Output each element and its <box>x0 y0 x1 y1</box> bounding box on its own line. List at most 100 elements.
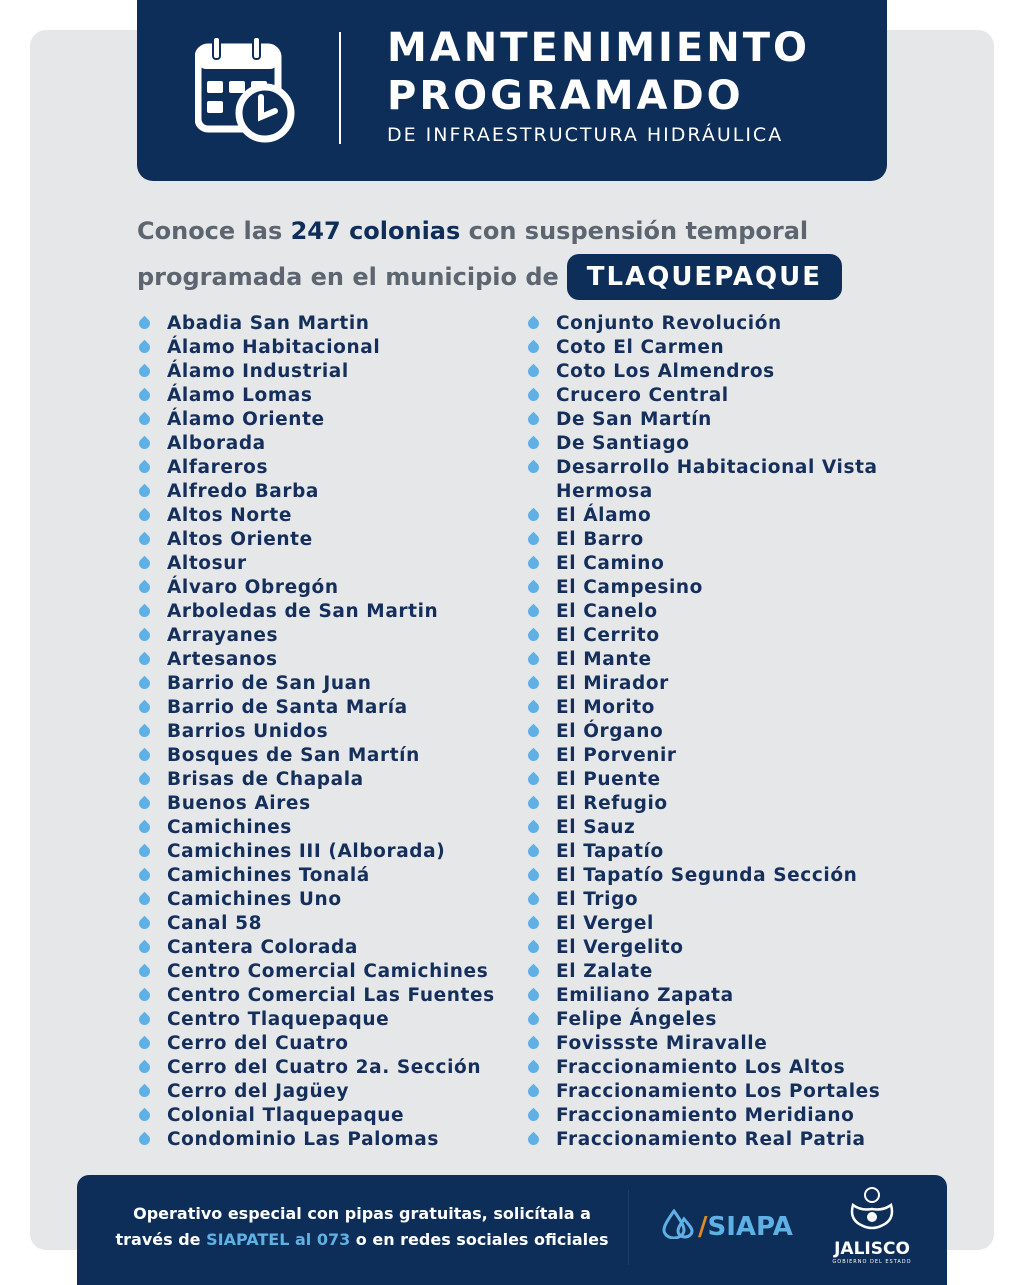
water-drop-bullet-icon <box>136 1107 153 1124</box>
water-drop-bullet-icon <box>136 459 153 476</box>
water-drop-bullet-icon <box>136 387 153 404</box>
colonia-item: Canal 58 <box>136 912 497 936</box>
colonia-name: Fovissste Miravalle <box>556 1033 768 1054</box>
water-drop-bullet-icon <box>525 363 542 380</box>
colonia-item: Camichines <box>136 816 497 840</box>
colonia-name: Arrayanes <box>167 625 279 646</box>
water-drop-bullet-icon <box>525 435 542 452</box>
water-drop-bullet-icon <box>136 843 153 860</box>
water-drop-bullet-icon <box>525 939 542 956</box>
colonia-item: El Órgano <box>525 720 896 744</box>
colonia-item: Fovissste Miravalle <box>525 1032 896 1056</box>
water-drop-bullet-icon <box>136 339 153 356</box>
water-drop-bullet-icon <box>136 915 153 932</box>
colonia-item: Coto El Carmen <box>525 336 896 360</box>
water-drop-bullet-icon <box>136 1083 153 1100</box>
colonia-name: El Porvenir <box>556 745 677 766</box>
colonia-name: El Refugio <box>556 793 668 814</box>
water-drop-bullet-icon <box>525 411 542 428</box>
colonia-name: El Trigo <box>556 889 639 910</box>
colonia-item: Buenos Aires <box>136 792 497 816</box>
colonia-name: Alborada <box>167 433 266 454</box>
water-drop-bullet-icon <box>525 1035 542 1052</box>
water-drop-bullet-icon <box>525 651 542 668</box>
colonia-name: Centro Comercial Camichines <box>167 961 489 982</box>
water-drop-bullet-icon <box>525 627 542 644</box>
colonia-item: Álamo Oriente <box>136 408 497 432</box>
colonia-item: Fraccionamiento Real Patria <box>525 1128 896 1152</box>
colonia-item: Fraccionamiento Meridiano <box>525 1104 896 1128</box>
header-divider <box>339 32 341 144</box>
colonia-name: Camichines III (Alborada) <box>167 841 446 862</box>
water-drop-bullet-icon <box>525 963 542 980</box>
calendar-clock-icon <box>195 36 295 143</box>
water-drop-bullet-icon <box>525 507 542 524</box>
colonia-item: Alborada <box>136 432 497 456</box>
colonia-item: Centro Comercial Camichines <box>136 960 497 984</box>
colonia-item: Condominio Las Palomas <box>136 1128 497 1152</box>
colonia-name: Álamo Oriente <box>167 409 325 430</box>
colonia-item: Barrio de San Juan <box>136 672 497 696</box>
colonia-name: Crucero Central <box>556 385 729 406</box>
colonia-item: El Tapatío Segunda Sección <box>525 864 896 888</box>
colonia-name: El Morito <box>556 697 655 718</box>
colonia-item: Brisas de Chapala <box>136 768 497 792</box>
water-drop-bullet-icon <box>525 1083 542 1100</box>
colonia-item: Abadia San Martin <box>136 312 497 336</box>
colonia-item: Centro Comercial Las Fuentes <box>136 984 497 1008</box>
water-drop-bullet-icon <box>525 1011 542 1028</box>
colonia-name: Álvaro Obregón <box>167 577 339 598</box>
content-card <box>30 30 994 1250</box>
municipality-badge: TLAQUEPAQUE <box>566 254 842 300</box>
water-drop-bullet-icon <box>525 843 542 860</box>
water-drop-bullet-icon <box>136 1059 153 1076</box>
water-drop-bullet-icon <box>136 963 153 980</box>
colonia-item: Arboledas de San Martin <box>136 600 497 624</box>
colonia-item: Cerro del Cuatro <box>136 1032 497 1056</box>
colonia-name: El Tapatío Segunda Sección <box>556 865 858 886</box>
colonia-item: Centro Tlaquepaque <box>136 1008 497 1032</box>
colonia-name: Colonial Tlaquepaque <box>167 1105 405 1126</box>
colonia-name: Canal 58 <box>167 913 263 934</box>
colonia-name: Cantera Colorada <box>167 937 358 958</box>
water-drop-icon <box>662 1208 694 1240</box>
colonia-name: Emiliano Zapata <box>556 985 734 1006</box>
colonia-item: Álamo Lomas <box>136 384 497 408</box>
colonia-name: Álamo Industrial <box>167 361 349 382</box>
colonia-name: El Vergelito <box>556 937 684 958</box>
colonia-item: El Puente <box>525 768 896 792</box>
colonia-name: El Mante <box>556 649 652 670</box>
colonia-name: Felipe Ángeles <box>556 1009 717 1030</box>
colonia-item: El Álamo <box>525 504 896 528</box>
colonia-name: Cerro del Cuatro 2a. Sección <box>167 1057 482 1078</box>
colonia-name: Álamo Habitacional <box>167 337 381 358</box>
colonia-name: Alfareros <box>167 457 269 478</box>
water-drop-bullet-icon <box>525 339 542 356</box>
colonia-item: Conjunto Revolución <box>525 312 896 336</box>
colonia-name: Fraccionamiento Los Altos <box>556 1057 846 1078</box>
colonia-name: Brisas de Chapala <box>167 769 364 790</box>
water-drop-bullet-icon <box>136 627 153 644</box>
colonia-item: Alfareros <box>136 456 497 480</box>
water-drop-bullet-icon <box>136 579 153 596</box>
water-drop-bullet-icon <box>136 507 153 524</box>
colonia-name: Coto Los Almendros <box>556 361 775 382</box>
colonia-item: El Zalate <box>525 960 896 984</box>
water-drop-bullet-icon <box>136 483 153 500</box>
colonia-item: Altosur <box>136 552 497 576</box>
water-drop-bullet-icon <box>525 315 542 332</box>
colonia-item: El Campesino <box>525 576 896 600</box>
colonia-name: Altosur <box>167 553 247 574</box>
colonia-item: Crucero Central <box>525 384 896 408</box>
water-drop-bullet-icon <box>136 1131 153 1148</box>
water-drop-bullet-icon <box>525 1059 542 1076</box>
colonia-item: El Vergel <box>525 912 896 936</box>
water-drop-bullet-icon <box>525 915 542 932</box>
colonia-item: Colonial Tlaquepaque <box>136 1104 497 1128</box>
page-subtitle: DE INFRAESTRUCTURA HIDRÁULICA <box>387 124 784 146</box>
water-drop-bullet-icon <box>525 387 542 404</box>
water-drop-bullet-icon <box>525 1131 542 1148</box>
footer-banner: Operativo especial con pipas gratuitas, … <box>77 1175 947 1285</box>
colonia-item: Alfredo Barba <box>136 480 497 504</box>
colonia-item: Artesanos <box>136 648 497 672</box>
